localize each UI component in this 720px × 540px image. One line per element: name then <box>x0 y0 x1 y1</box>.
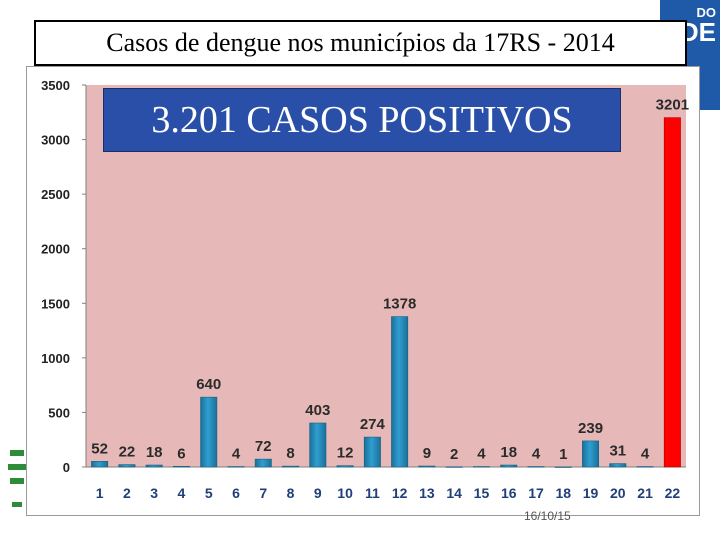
slide-title: Casos de dengue nos municípios da 17RS -… <box>106 28 615 57</box>
y-tick-label: 1500 <box>41 296 70 311</box>
bar <box>636 466 654 468</box>
bar <box>309 422 327 468</box>
bar <box>527 466 545 468</box>
data-label: 12 <box>337 445 354 462</box>
x-tick-label: 5 <box>205 485 213 501</box>
bar <box>336 465 354 468</box>
slide-date: 16/10/15 <box>524 509 571 523</box>
data-label: 22 <box>119 444 136 461</box>
y-tick-label: 1000 <box>41 351 70 366</box>
x-tick-label: 22 <box>665 485 681 501</box>
data-label: 4 <box>232 446 241 463</box>
bar <box>663 117 681 468</box>
data-label: 4 <box>532 446 541 463</box>
bar <box>472 466 490 468</box>
corner-brand-text-top: DO <box>696 5 717 20</box>
y-tick-label: 3000 <box>41 133 70 148</box>
data-label: 239 <box>578 420 603 437</box>
x-tick-label: 19 <box>583 485 599 501</box>
total-cases-banner-text: 3.201 CASOS POSITIVOS <box>151 99 573 141</box>
bar <box>418 465 436 468</box>
x-tick-label: 4 <box>178 485 186 501</box>
y-tick-label: 0 <box>63 460 70 475</box>
bar <box>118 464 136 468</box>
y-tick-label: 3500 <box>41 78 70 93</box>
data-label: 4 <box>477 446 486 463</box>
bar <box>391 316 409 468</box>
y-tick-label: 2500 <box>41 187 70 202</box>
bar <box>172 466 190 468</box>
y-tick-label: 2000 <box>41 242 70 257</box>
bar <box>582 440 600 468</box>
bar <box>254 458 272 468</box>
data-label: 3201 <box>656 97 689 114</box>
x-tick-label: 13 <box>419 485 435 501</box>
x-tick-label: 14 <box>446 485 462 501</box>
bar <box>445 466 463 468</box>
left-logo-decoration <box>8 450 26 507</box>
x-tick-label: 10 <box>337 485 353 501</box>
data-label: 72 <box>255 438 272 455</box>
y-tick-label: 500 <box>48 405 70 420</box>
bar <box>282 465 300 468</box>
data-label: 403 <box>305 402 330 419</box>
x-tick-label: 21 <box>637 485 653 501</box>
data-label: 2 <box>450 446 458 463</box>
data-label: 4 <box>641 446 650 463</box>
x-tick-label: 3 <box>150 485 158 501</box>
data-label: 6 <box>177 445 185 462</box>
x-tick-label: 18 <box>555 485 571 501</box>
x-tick-label: 17 <box>528 485 544 501</box>
data-label: 1 <box>559 446 567 463</box>
x-tick-label: 2 <box>123 485 131 501</box>
bar <box>91 461 109 468</box>
data-label: 1378 <box>383 296 416 313</box>
data-label: 18 <box>500 444 517 461</box>
data-label: 8 <box>286 445 294 462</box>
x-tick-label: 7 <box>259 485 267 501</box>
bar <box>554 466 572 468</box>
x-tick-label: 20 <box>610 485 626 501</box>
x-tick-label: 8 <box>287 485 295 501</box>
bar <box>200 396 218 468</box>
x-tick-label: 6 <box>232 485 240 501</box>
x-tick-label: 15 <box>474 485 490 501</box>
bar <box>227 466 245 468</box>
data-label: 18 <box>146 444 163 461</box>
total-cases-banner: 3.201 CASOS POSITIVOS <box>103 88 621 152</box>
bar <box>500 464 518 468</box>
x-tick-label: 9 <box>314 485 322 501</box>
x-tick-label: 1 <box>96 485 104 501</box>
bar <box>363 436 381 468</box>
bar <box>145 464 163 468</box>
data-label: 52 <box>91 440 108 457</box>
x-tick-label: 12 <box>392 485 408 501</box>
x-tick-label: 16 <box>501 485 517 501</box>
data-label: 9 <box>423 445 431 462</box>
data-label: 640 <box>196 376 221 393</box>
data-label: 274 <box>360 416 386 433</box>
x-tick-label: 11 <box>365 485 380 501</box>
bar <box>609 463 627 468</box>
slide-title-box: Casos de dengue nos municípios da 17RS -… <box>34 20 687 66</box>
data-label: 31 <box>609 443 626 460</box>
